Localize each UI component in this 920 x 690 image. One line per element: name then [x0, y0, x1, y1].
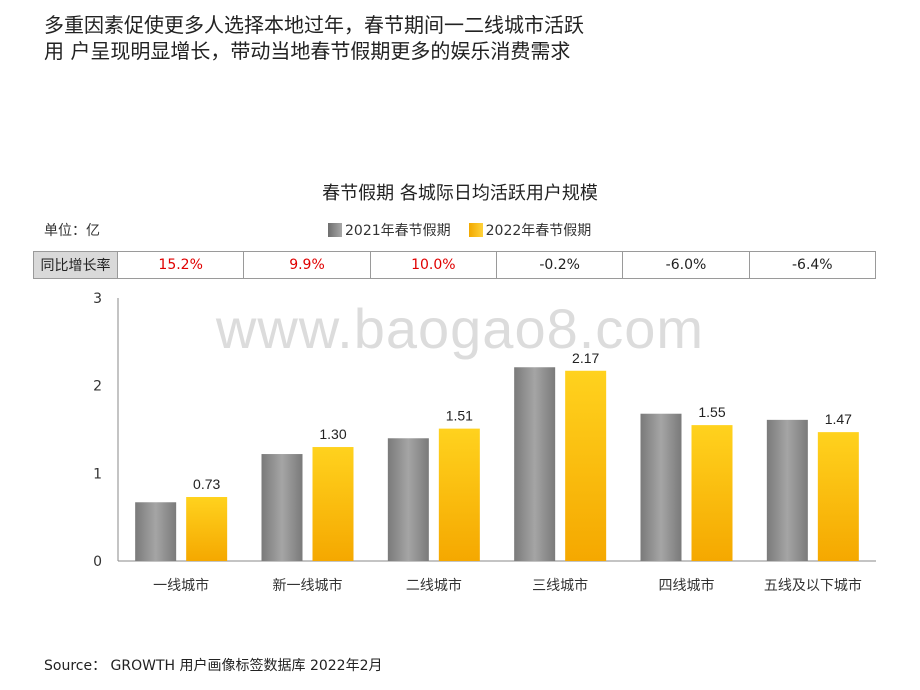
bar-2022 [565, 370, 607, 561]
headline: 多重因素促使更多人选择本地过年，春节期间一二线城市活跃 用 户呈现明显增长，带动… [44, 12, 744, 64]
data-label-2022: 1.51 [446, 408, 473, 424]
legend-swatch-2021 [328, 223, 342, 237]
chart-title: 春节假期 各城际日均活跃用户规模 [322, 183, 598, 204]
headline-line-2: 用 户呈现明显增长，带动当地春节假期更多的娱乐消费需求 [44, 39, 571, 63]
bar-2021 [640, 413, 682, 561]
x-category-label: 四线城市 [659, 577, 715, 594]
data-label-2022: 0.73 [193, 476, 220, 492]
x-category-label: 三线城市 [532, 577, 588, 594]
x-category-label: 五线及以下城市 [764, 577, 862, 594]
yoy-cell: 10.0% [371, 252, 497, 278]
headline-line-1: 多重因素促使更多人选择本地过年，春节期间一二线城市活跃 [44, 13, 584, 37]
y-tick-label: 3 [93, 291, 102, 307]
legend-item-2022: 2022年春节假期 [468, 220, 592, 240]
bar-2022 [817, 432, 859, 561]
bar-2022 [438, 428, 480, 561]
data-label-2022: 1.55 [698, 404, 725, 420]
yoy-cell: -0.2% [497, 252, 624, 278]
bar-2021 [261, 454, 303, 561]
legend-label-2021: 2021年春节假期 [345, 223, 451, 239]
y-tick-label: 1 [93, 466, 102, 482]
chart-legend: 2021年春节假期 2022年春节假期 [328, 220, 591, 240]
data-label-2022: 1.30 [319, 426, 346, 442]
bar-2021 [766, 419, 808, 561]
x-category-label: 二线城市 [406, 577, 462, 594]
yoy-cell: 15.2% [118, 252, 245, 278]
y-tick-label: 2 [93, 379, 102, 395]
yoy-growth-table: 同比增长率 15.2% 9.9% 10.0% -0.2% -6.0% -6.4% [33, 251, 876, 279]
source-note: Source： GROWTH 用户画像标签数据库 2022年2月 [44, 658, 383, 674]
data-label-2022: 2.17 [572, 350, 599, 366]
y-tick-label: 0 [93, 554, 102, 570]
legend-swatch-2022 [468, 223, 483, 237]
bar-2021 [135, 502, 177, 561]
x-category-label: 一线城市 [153, 577, 209, 594]
bar-2022 [186, 497, 228, 561]
yoy-cell: -6.0% [623, 252, 750, 278]
bar-2022 [691, 425, 733, 561]
yoy-row-label: 同比增长率 [34, 252, 118, 278]
legend-label-2022: 2022年春节假期 [485, 223, 592, 239]
watermark: www.baogao8.com [215, 297, 705, 360]
bar-2021 [387, 438, 429, 561]
unit-label: 单位：亿 [44, 223, 100, 239]
yoy-cell: 9.9% [244, 252, 371, 278]
data-label-2022: 1.47 [825, 411, 852, 427]
x-category-label: 新一线城市 [273, 577, 343, 594]
yoy-cell: -6.4% [791, 257, 833, 273]
legend-item-2021: 2021年春节假期 [328, 220, 451, 240]
bar-2021 [514, 367, 556, 561]
bar-2022 [312, 447, 354, 561]
